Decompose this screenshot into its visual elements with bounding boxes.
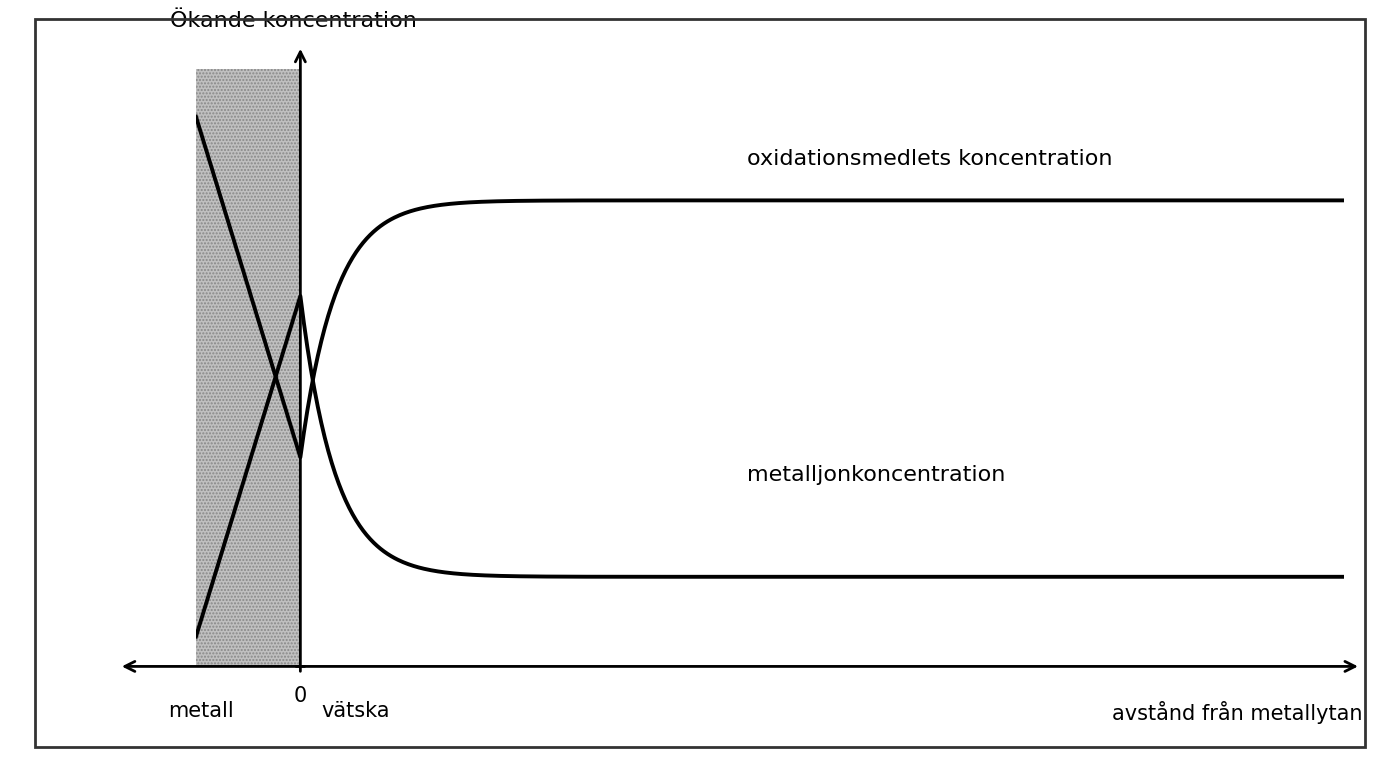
- Text: avstånd från metallytan: avstånd från metallytan: [1112, 701, 1362, 724]
- Text: metall: metall: [168, 701, 234, 721]
- Text: Ökande koncentration: Ökande koncentration: [169, 11, 417, 31]
- Text: metalljonkoncentration: metalljonkoncentration: [748, 465, 1005, 485]
- Bar: [196, 69, 301, 666]
- Text: vätska: vätska: [322, 701, 389, 721]
- Text: 0: 0: [294, 686, 307, 705]
- Text: oxidationsmedlets koncentration: oxidationsmedlets koncentration: [748, 149, 1113, 169]
